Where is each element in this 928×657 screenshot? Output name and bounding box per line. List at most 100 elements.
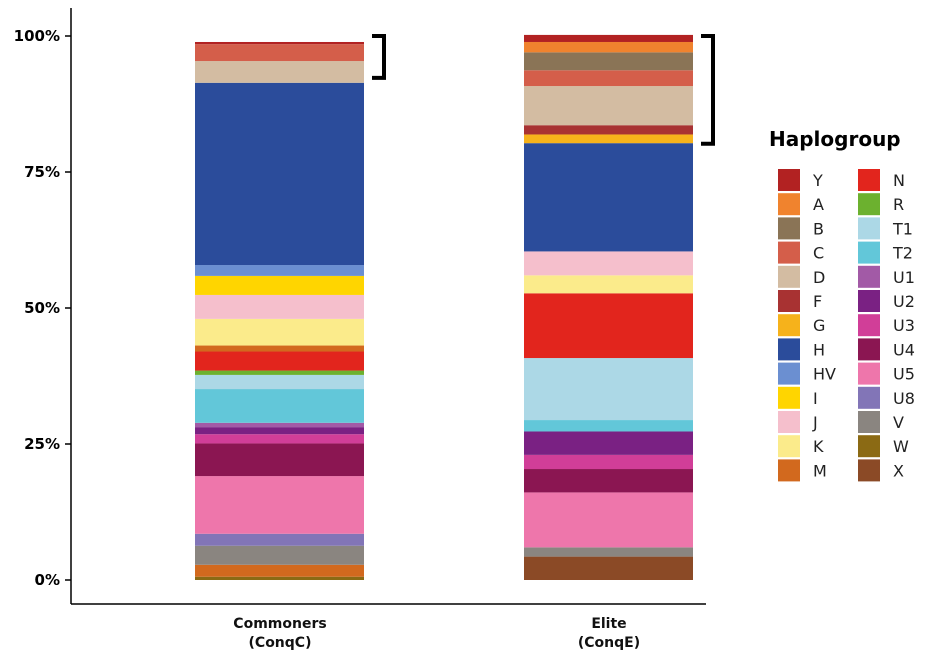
legend-label-i: I: [813, 389, 818, 408]
legend-label-t1: T1: [892, 219, 913, 238]
bar-segment-u2: [524, 431, 693, 455]
legend-label-u5: U5: [893, 365, 915, 384]
legend-swatch-f: [778, 290, 800, 312]
bar-segment-y: [195, 41, 364, 45]
legend-label-u4: U4: [893, 340, 915, 359]
bar-segment-u5: [524, 492, 693, 548]
legend-swatch-hv: [778, 362, 800, 385]
axes: [70, 8, 706, 605]
bar-segment-h: [195, 82, 364, 266]
bar-segment-u8: [195, 533, 364, 546]
legend-label-h: H: [813, 340, 825, 359]
bar-segment-h: [524, 143, 693, 252]
legend-swatch-t1: [858, 217, 880, 240]
bar-segment-d: [524, 86, 693, 126]
legend-swatch-c: [778, 241, 800, 264]
legend-title: Haplogroup: [769, 127, 901, 151]
bar-segment-t2: [524, 420, 693, 432]
bar-segment-w: [195, 576, 364, 580]
bar-elite: [524, 34, 693, 580]
y-tick-label: 75%: [24, 163, 60, 181]
legend-label-f: F: [813, 292, 822, 311]
bar-segment-v: [524, 547, 693, 557]
legend-swatch-v: [858, 411, 880, 433]
bar-segment-u4: [524, 469, 693, 493]
legend-label-r: R: [893, 195, 904, 214]
legend-label-g: G: [813, 316, 825, 335]
legend-swatch-w: [858, 435, 880, 458]
category-sublabel-commoners: (ConqC): [249, 635, 312, 651]
legend-label-t2: T2: [892, 244, 913, 263]
legend-swatch-y: [778, 169, 800, 191]
y-tick-label: 25%: [24, 435, 60, 453]
bar-segment-u4: [195, 443, 364, 477]
y-tick-label: 50%: [24, 299, 60, 317]
category-label-elite: Elite: [591, 616, 626, 632]
legend-label-u1: U1: [893, 268, 915, 287]
legend-swatch-r: [858, 193, 880, 216]
legend-label-v: V: [893, 413, 904, 432]
y-tick-label: 0%: [35, 571, 60, 589]
legend-label-j: J: [812, 413, 818, 432]
bar-segment-c: [195, 44, 364, 62]
legend-swatch-g: [778, 314, 800, 337]
bar-segment-k: [195, 318, 364, 346]
bar-segment-g: [524, 134, 693, 144]
bar-segment-u2: [195, 427, 364, 435]
legend-swatch-h: [778, 338, 800, 361]
bar-segment-m: [195, 564, 364, 577]
bar-segment-a: [524, 41, 693, 53]
bar-segment-b: [524, 52, 693, 71]
legend-label-c: C: [813, 244, 824, 263]
legend-swatch-a: [778, 193, 800, 216]
legend-swatch-u5: [858, 362, 880, 385]
stacked-bars: [195, 34, 693, 580]
y-tick-label: 100%: [14, 27, 60, 45]
legend-swatch-u1: [858, 265, 880, 288]
bar-segment-k: [524, 275, 693, 294]
legend-label-n: N: [893, 171, 905, 190]
legend-swatch-t2: [858, 241, 880, 264]
legend-swatch-m: [778, 459, 800, 482]
y-axis-ticks: 0% 25% 50% 75% 100%: [14, 27, 71, 589]
bar-segment-u5: [195, 476, 364, 534]
x-axis-labels: Commoners (ConqC) Elite (ConqE): [233, 616, 640, 651]
bar-segment-i: [195, 275, 364, 295]
legend-label-hv: HV: [813, 365, 836, 384]
legend-swatch-i: [778, 386, 800, 409]
bar-segment-d: [195, 61, 364, 83]
legend-label-b: B: [813, 219, 824, 238]
legend-swatch-u2: [858, 290, 880, 312]
legend-swatch-k: [778, 435, 800, 458]
bar-segment-m: [195, 345, 364, 352]
bar-segment-r: [195, 370, 364, 375]
bar-segment-u3: [524, 454, 693, 470]
bar-segment-t1: [195, 374, 364, 390]
legend-label-u3: U3: [893, 316, 915, 335]
legend-label-w: W: [893, 437, 909, 456]
legend-label-a: A: [813, 195, 824, 214]
bracket-commoners: [372, 34, 386, 80]
bar-segment-t2: [195, 389, 364, 423]
legend-swatch-x: [858, 459, 880, 482]
bar-segment-y: [524, 34, 693, 42]
bar-segment-hv: [195, 265, 364, 276]
category-sublabel-elite: (ConqE): [578, 635, 640, 651]
bar-segment-n: [524, 293, 693, 359]
bar-segment-x: [524, 556, 693, 580]
bar-segment-j: [195, 294, 364, 319]
legend-label-y: Y: [812, 171, 823, 190]
legend-swatch-b: [778, 217, 800, 240]
bar-segment-n: [195, 351, 364, 371]
legend-label-m: M: [813, 461, 827, 480]
bar-segment-f: [524, 125, 693, 135]
legend-label-k: K: [813, 437, 824, 456]
bar-commoners: [195, 41, 364, 580]
legend-label-u8: U8: [893, 389, 915, 408]
bracket-elite: [701, 34, 715, 146]
legend-label-d: D: [813, 268, 825, 287]
legend-swatch-n: [858, 169, 880, 191]
legend-swatch-j: [778, 411, 800, 433]
